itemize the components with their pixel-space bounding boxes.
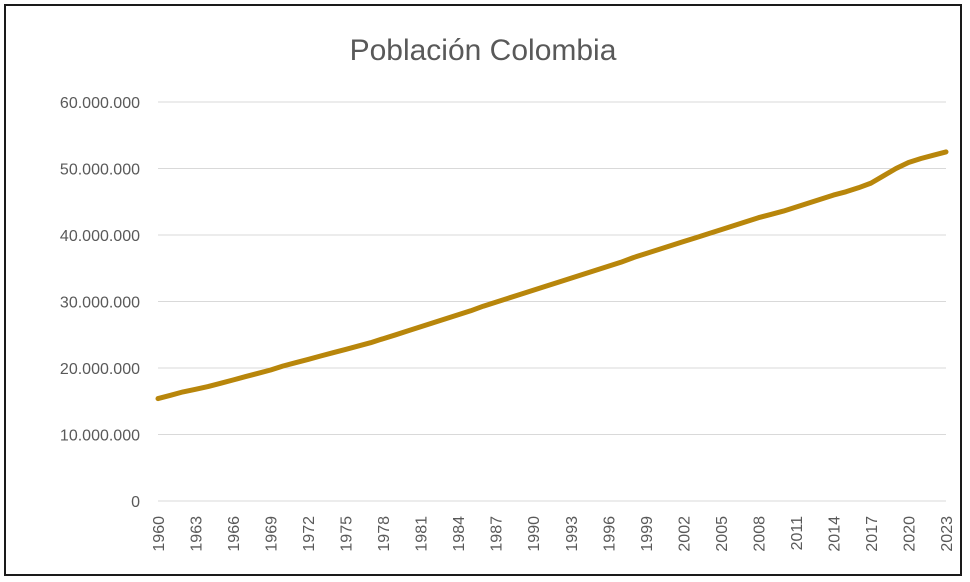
x-tick-label-21: 2023: [939, 516, 956, 552]
x-tick-label-15: 2005: [714, 516, 731, 552]
series-line-poblacion: [155, 149, 949, 402]
y-tick-label-6: 60.000.000: [60, 95, 140, 112]
x-tick-label-8: 1984: [451, 516, 468, 552]
x-tick-label-16: 2008: [751, 516, 768, 552]
x-tick-label-17: 2011: [789, 516, 806, 551]
x-tick-label-13: 1999: [639, 516, 656, 552]
y-tick-label-2: 20.000.000: [60, 361, 140, 378]
y-tick-label-0: 0: [131, 494, 140, 511]
x-tick-label-6: 1978: [376, 516, 393, 552]
x-tick-label-3: 1969: [264, 516, 281, 552]
x-tick-label-18: 2014: [826, 516, 843, 552]
x-tick-label-10: 1990: [526, 516, 543, 552]
x-tick-label-14: 2002: [676, 516, 693, 552]
x-tick-label-2: 1966: [226, 516, 243, 552]
x-tick-label-12: 1996: [601, 516, 618, 552]
y-tick-label-4: 40.000.000: [60, 228, 140, 245]
y-tick-label-1: 10.000.000: [60, 428, 140, 445]
chart-frame: Población Colombia 0 10.000.000 20.000.000…: [4, 4, 962, 576]
x-tick-label-20: 2020: [901, 516, 918, 552]
x-tick-label-0: 1960: [151, 516, 168, 552]
x-tick-label-1: 1963: [189, 516, 206, 552]
x-tick-label-19: 2017: [864, 516, 881, 552]
x-tick-label-7: 1981: [414, 516, 431, 552]
y-tick-label-5: 50.000.000: [60, 162, 140, 179]
x-tick-label-9: 1987: [489, 516, 506, 552]
chart-title: Población Colombia: [349, 34, 617, 67]
y-tick-label-3: 30.000.000: [60, 295, 140, 312]
x-tick-label-4: 1972: [301, 516, 318, 552]
x-tick-label-5: 1975: [339, 516, 356, 552]
x-tick-label-11: 1993: [564, 516, 581, 552]
plot-area: 0 10.000.000 20.000.000 30.000.000 40.000.00…: [60, 95, 956, 552]
